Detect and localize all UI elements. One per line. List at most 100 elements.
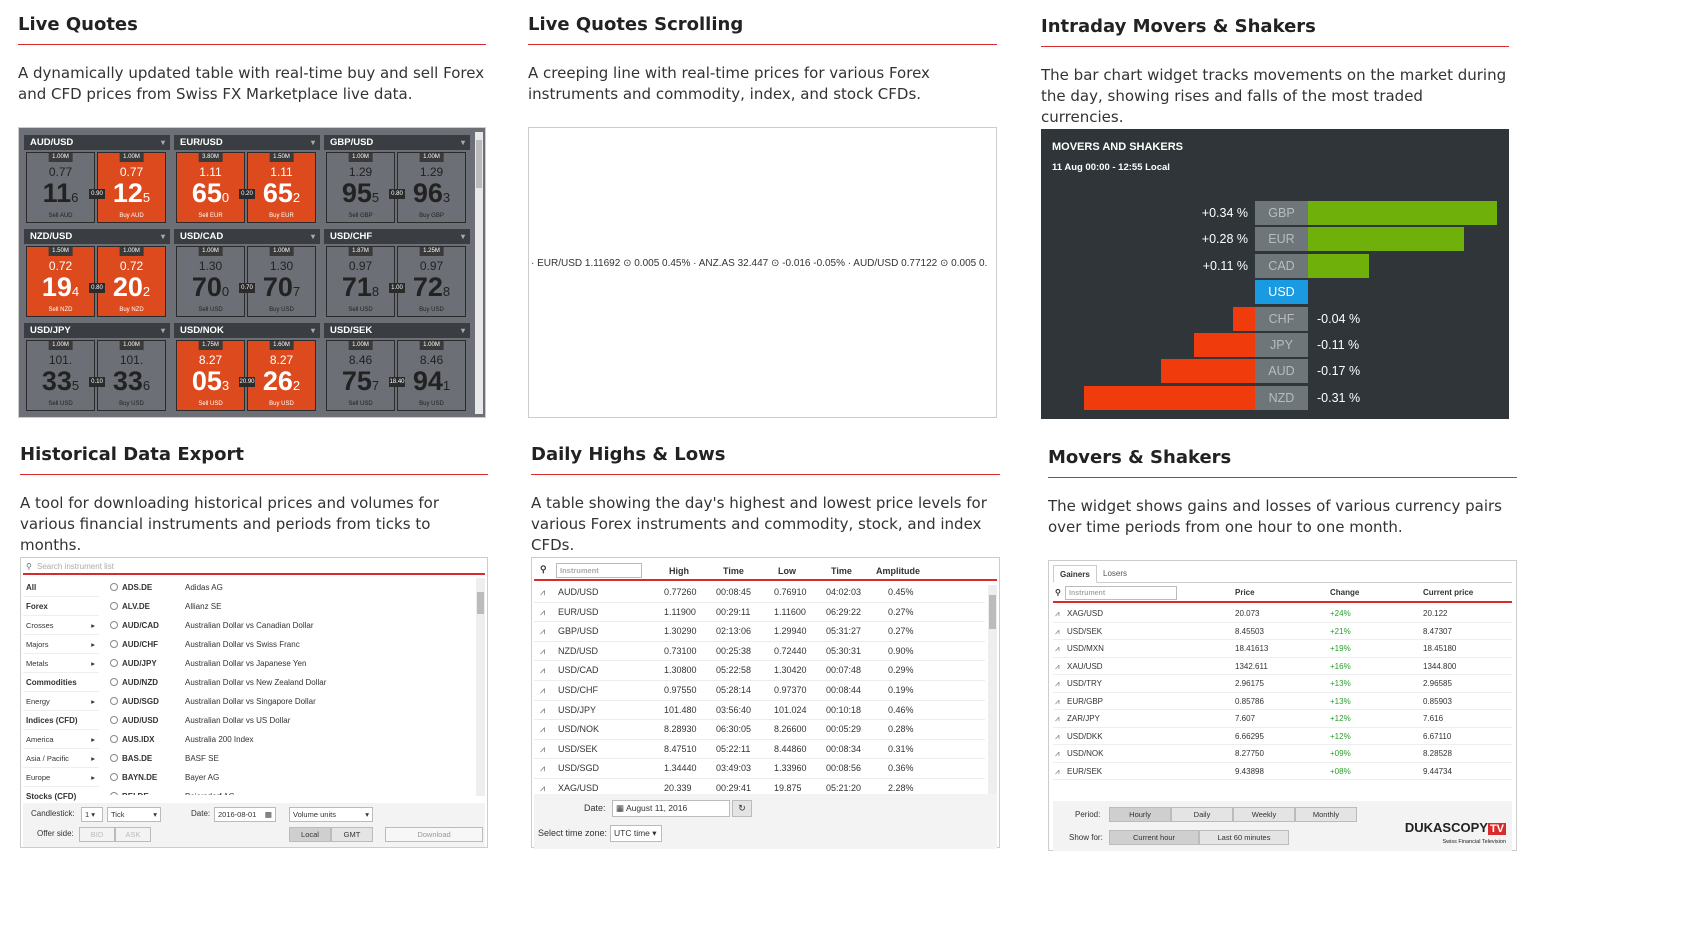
scrollbar[interactable] <box>476 578 485 796</box>
current-hour-button[interactable]: Current hour <box>1109 830 1199 845</box>
quote-tile[interactable]: EUR/USD ▾ 3.80M 1.11 650 Sell EUR 1.50M 1.11 652… <box>174 135 320 225</box>
chart-icon[interactable]: ⩘ <box>1055 679 1060 688</box>
sell-price-button[interactable]: 1.00M 8.46 757 Sell USD <box>326 340 395 411</box>
chart-icon[interactable]: ⩘ <box>1055 644 1060 653</box>
radio-button[interactable] <box>110 792 118 795</box>
chart-icon[interactable]: ⩘ <box>1055 609 1060 618</box>
scrollbar[interactable] <box>988 585 997 796</box>
period-hourly-button[interactable]: Hourly <box>1109 807 1171 822</box>
sell-price-button[interactable]: 1.00M 101. 335 Sell USD <box>26 340 95 411</box>
chart-icon[interactable]: ⩘ <box>1055 731 1060 741</box>
instrument-row[interactable]: ALV.DE Allianz SE <box>107 597 479 616</box>
quote-tile[interactable]: USD/NOK ▾ 1.75M 8.27 053 Sell USD 1.60M 8.27 262… <box>174 323 320 413</box>
chart-icon[interactable]: ⩘ <box>540 685 546 695</box>
sell-price-button[interactable]: 1.00M 1.29 955 Sell GBP <box>326 152 395 223</box>
volume-units-select[interactable]: Volume units ▾ <box>289 807 373 822</box>
table-row[interactable]: ⩘ XAG/USD 20.073 +24% 20.122 <box>1053 605 1512 623</box>
table-row[interactable]: ⩘ EUR/GBP 0.85786 +13% 0.85903 <box>1053 693 1512 710</box>
table-row[interactable]: ⩘ USD/SEK 8.45503 +21% 8.47307 <box>1053 623 1512 640</box>
quote-tile[interactable]: USD/CHF ▾ 1.87M 0.97 718 Sell USD 1.25M 0.97 728… <box>324 229 470 319</box>
radio-button[interactable] <box>110 754 118 762</box>
sell-price-button[interactable]: 1.50M 0.72 194 Sell NZD <box>26 246 95 317</box>
instrument-row[interactable]: AUD/SGD Australian Dollar vs Singapore Do… <box>107 692 479 711</box>
radio-button[interactable] <box>110 659 118 667</box>
period-weekly-button[interactable]: Weekly <box>1233 807 1295 822</box>
chart-icon[interactable]: ⩘ <box>540 665 546 676</box>
timezone-select[interactable]: UTC time ▾ <box>610 825 662 842</box>
chevron-down-icon[interactable]: ▾ <box>310 326 315 335</box>
category-item[interactable]: Asia / Pacific <box>23 749 99 768</box>
tab-losers[interactable]: Losers <box>1103 569 1128 578</box>
candlestick-unit-select[interactable]: Tick ▾ <box>107 807 161 822</box>
chart-icon[interactable]: ⩘ <box>540 645 546 656</box>
chart-icon[interactable]: ⩘ <box>540 606 546 617</box>
buy-price-button[interactable]: 1.00M 1.29 963 Buy GBP <box>397 152 466 223</box>
instrument-row[interactable]: AUD/USD Australian Dollar vs US Dollar <box>107 711 479 730</box>
radio-button[interactable] <box>110 716 118 724</box>
category-item[interactable]: America <box>23 730 99 749</box>
chevron-down-icon[interactable]: ▾ <box>460 326 465 335</box>
local-time-button[interactable]: Local <box>289 827 331 842</box>
category-item[interactable]: Europe <box>23 768 99 787</box>
category-item[interactable]: Crosses <box>23 616 99 635</box>
radio-button[interactable] <box>110 697 118 705</box>
quote-tile[interactable]: USD/CAD ▾ 1.00M 1.30 700 Sell USD 1.00M 1.30 707… <box>174 229 320 319</box>
table-row[interactable]: ⩘ EUR/SEK 9.43898 +08% 9.44734 <box>1053 763 1512 780</box>
table-row[interactable]: ⩘ USD/CAD 1.30800 05:22:58 1.30420 00:07:48 0.… <box>534 661 985 681</box>
chart-icon[interactable]: ⩘ <box>540 763 546 774</box>
period-daily-button[interactable]: Daily <box>1171 807 1233 822</box>
category-item[interactable]: All <box>23 578 99 597</box>
tab-gainers[interactable]: Gainers <box>1053 565 1097 583</box>
instrument-row[interactable]: BAS.DE BASF SE <box>107 749 479 768</box>
category-item[interactable]: Commodities <box>23 673 99 692</box>
buy-price-button[interactable]: 1.00M 8.46 941 Buy USD <box>397 340 466 411</box>
buy-price-button[interactable]: 1.60M 8.27 262 Buy USD <box>247 340 316 411</box>
table-row[interactable]: ⩘ USD/NOK 8.27750 +09% 8.28528 <box>1053 745 1512 763</box>
search-input[interactable]: ⚲ Search instrument list <box>23 560 485 575</box>
table-row[interactable]: ⩘ USD/MXN 18.41613 +19% 18.45180 <box>1053 640 1512 658</box>
category-item[interactable]: Indices (CFD) <box>23 711 99 730</box>
buy-price-button[interactable]: 1.00M 101. 336 Buy USD <box>97 340 166 411</box>
chart-icon[interactable]: ⩘ <box>1055 661 1060 671</box>
category-item[interactable]: Energy <box>23 692 99 711</box>
quote-tile[interactable]: AUD/USD ▾ 1.00M 0.77 116 Sell AUD 1.00M 0.77 125… <box>24 135 170 225</box>
category-item[interactable]: Majors <box>23 635 99 654</box>
buy-price-button[interactable]: 1.00M 1.30 707 Buy USD <box>247 246 316 317</box>
table-row[interactable]: ⩘ ZAR/JPY 7.607 +12% 7.616 <box>1053 710 1512 728</box>
table-row[interactable]: ⩘ USD/CHF 0.97550 05:28:14 0.97370 00:08:44 0.… <box>534 681 985 701</box>
scrollbar[interactable] <box>475 132 483 414</box>
instrument-row[interactable]: ADS.DE Adidas AG <box>107 578 479 597</box>
instrument-row[interactable]: AUD/NZD Australian Dollar vs New Zealand … <box>107 673 479 692</box>
chart-icon[interactable]: ⩘ <box>540 783 546 793</box>
table-row[interactable]: ⩘ USD/DKK 6.66295 +12% 6.67110 <box>1053 728 1512 745</box>
bid-button[interactable]: BID <box>79 827 115 842</box>
table-row[interactable]: ⩘ NZD/USD 0.73100 00:25:38 0.72440 05:30:31 0.… <box>534 642 985 662</box>
radio-button[interactable] <box>110 735 118 743</box>
chart-icon[interactable]: ⩘ <box>540 704 546 715</box>
sell-price-button[interactable]: 1.75M 8.27 053 Sell USD <box>176 340 245 411</box>
buy-price-button[interactable]: 1.00M 0.72 202 Buy NZD <box>97 246 166 317</box>
instrument-row[interactable]: AUD/CHF Australian Dollar vs Swiss Franc <box>107 635 479 654</box>
radio-button[interactable] <box>110 640 118 648</box>
radio-button[interactable] <box>110 678 118 686</box>
chart-icon[interactable]: ⩘ <box>1055 749 1060 758</box>
sell-price-button[interactable]: 3.80M 1.11 650 Sell EUR <box>176 152 245 223</box>
sell-price-button[interactable]: 1.00M 1.30 700 Sell USD <box>176 246 245 317</box>
table-row[interactable]: ⩘ AUD/USD 0.77260 00:08:45 0.76910 04:02:03 0.… <box>534 583 985 603</box>
table-row[interactable]: ⩘ EUR/USD 1.11900 00:29:11 1.11600 06:29:22 0.… <box>534 603 985 623</box>
ask-button[interactable]: ASK <box>115 827 151 842</box>
instrument-row[interactable]: AUD/JPY Australian Dollar vs Japanese Yen <box>107 654 479 673</box>
sell-price-button[interactable]: 1.00M 0.77 116 Sell AUD <box>26 152 95 223</box>
table-row[interactable]: ⩘ USD/TRY 2.96175 +13% 2.96585 <box>1053 675 1512 693</box>
chart-icon[interactable]: ⩘ <box>540 743 546 754</box>
chart-icon[interactable]: ⩘ <box>1055 696 1060 706</box>
chart-icon[interactable]: ⩘ <box>540 587 546 597</box>
quote-tile[interactable]: USD/SEK ▾ 1.00M 8.46 757 Sell USD 1.00M 8.46 941… <box>324 323 470 413</box>
candlestick-count-select[interactable]: 1 ▾ <box>81 807 103 822</box>
chevron-down-icon[interactable]: ▾ <box>160 232 165 241</box>
instrument-search-input[interactable]: Instrument <box>556 563 642 578</box>
date-picker[interactable]: ▦ August 11, 2016 <box>612 800 730 817</box>
buy-price-button[interactable]: 1.50M 1.11 652 Buy EUR <box>247 152 316 223</box>
gmt-time-button[interactable]: GMT <box>331 827 373 842</box>
table-row[interactable]: ⩘ USD/SEK 8.47510 05:22:11 8.44860 00:08:34 0.… <box>534 740 985 760</box>
